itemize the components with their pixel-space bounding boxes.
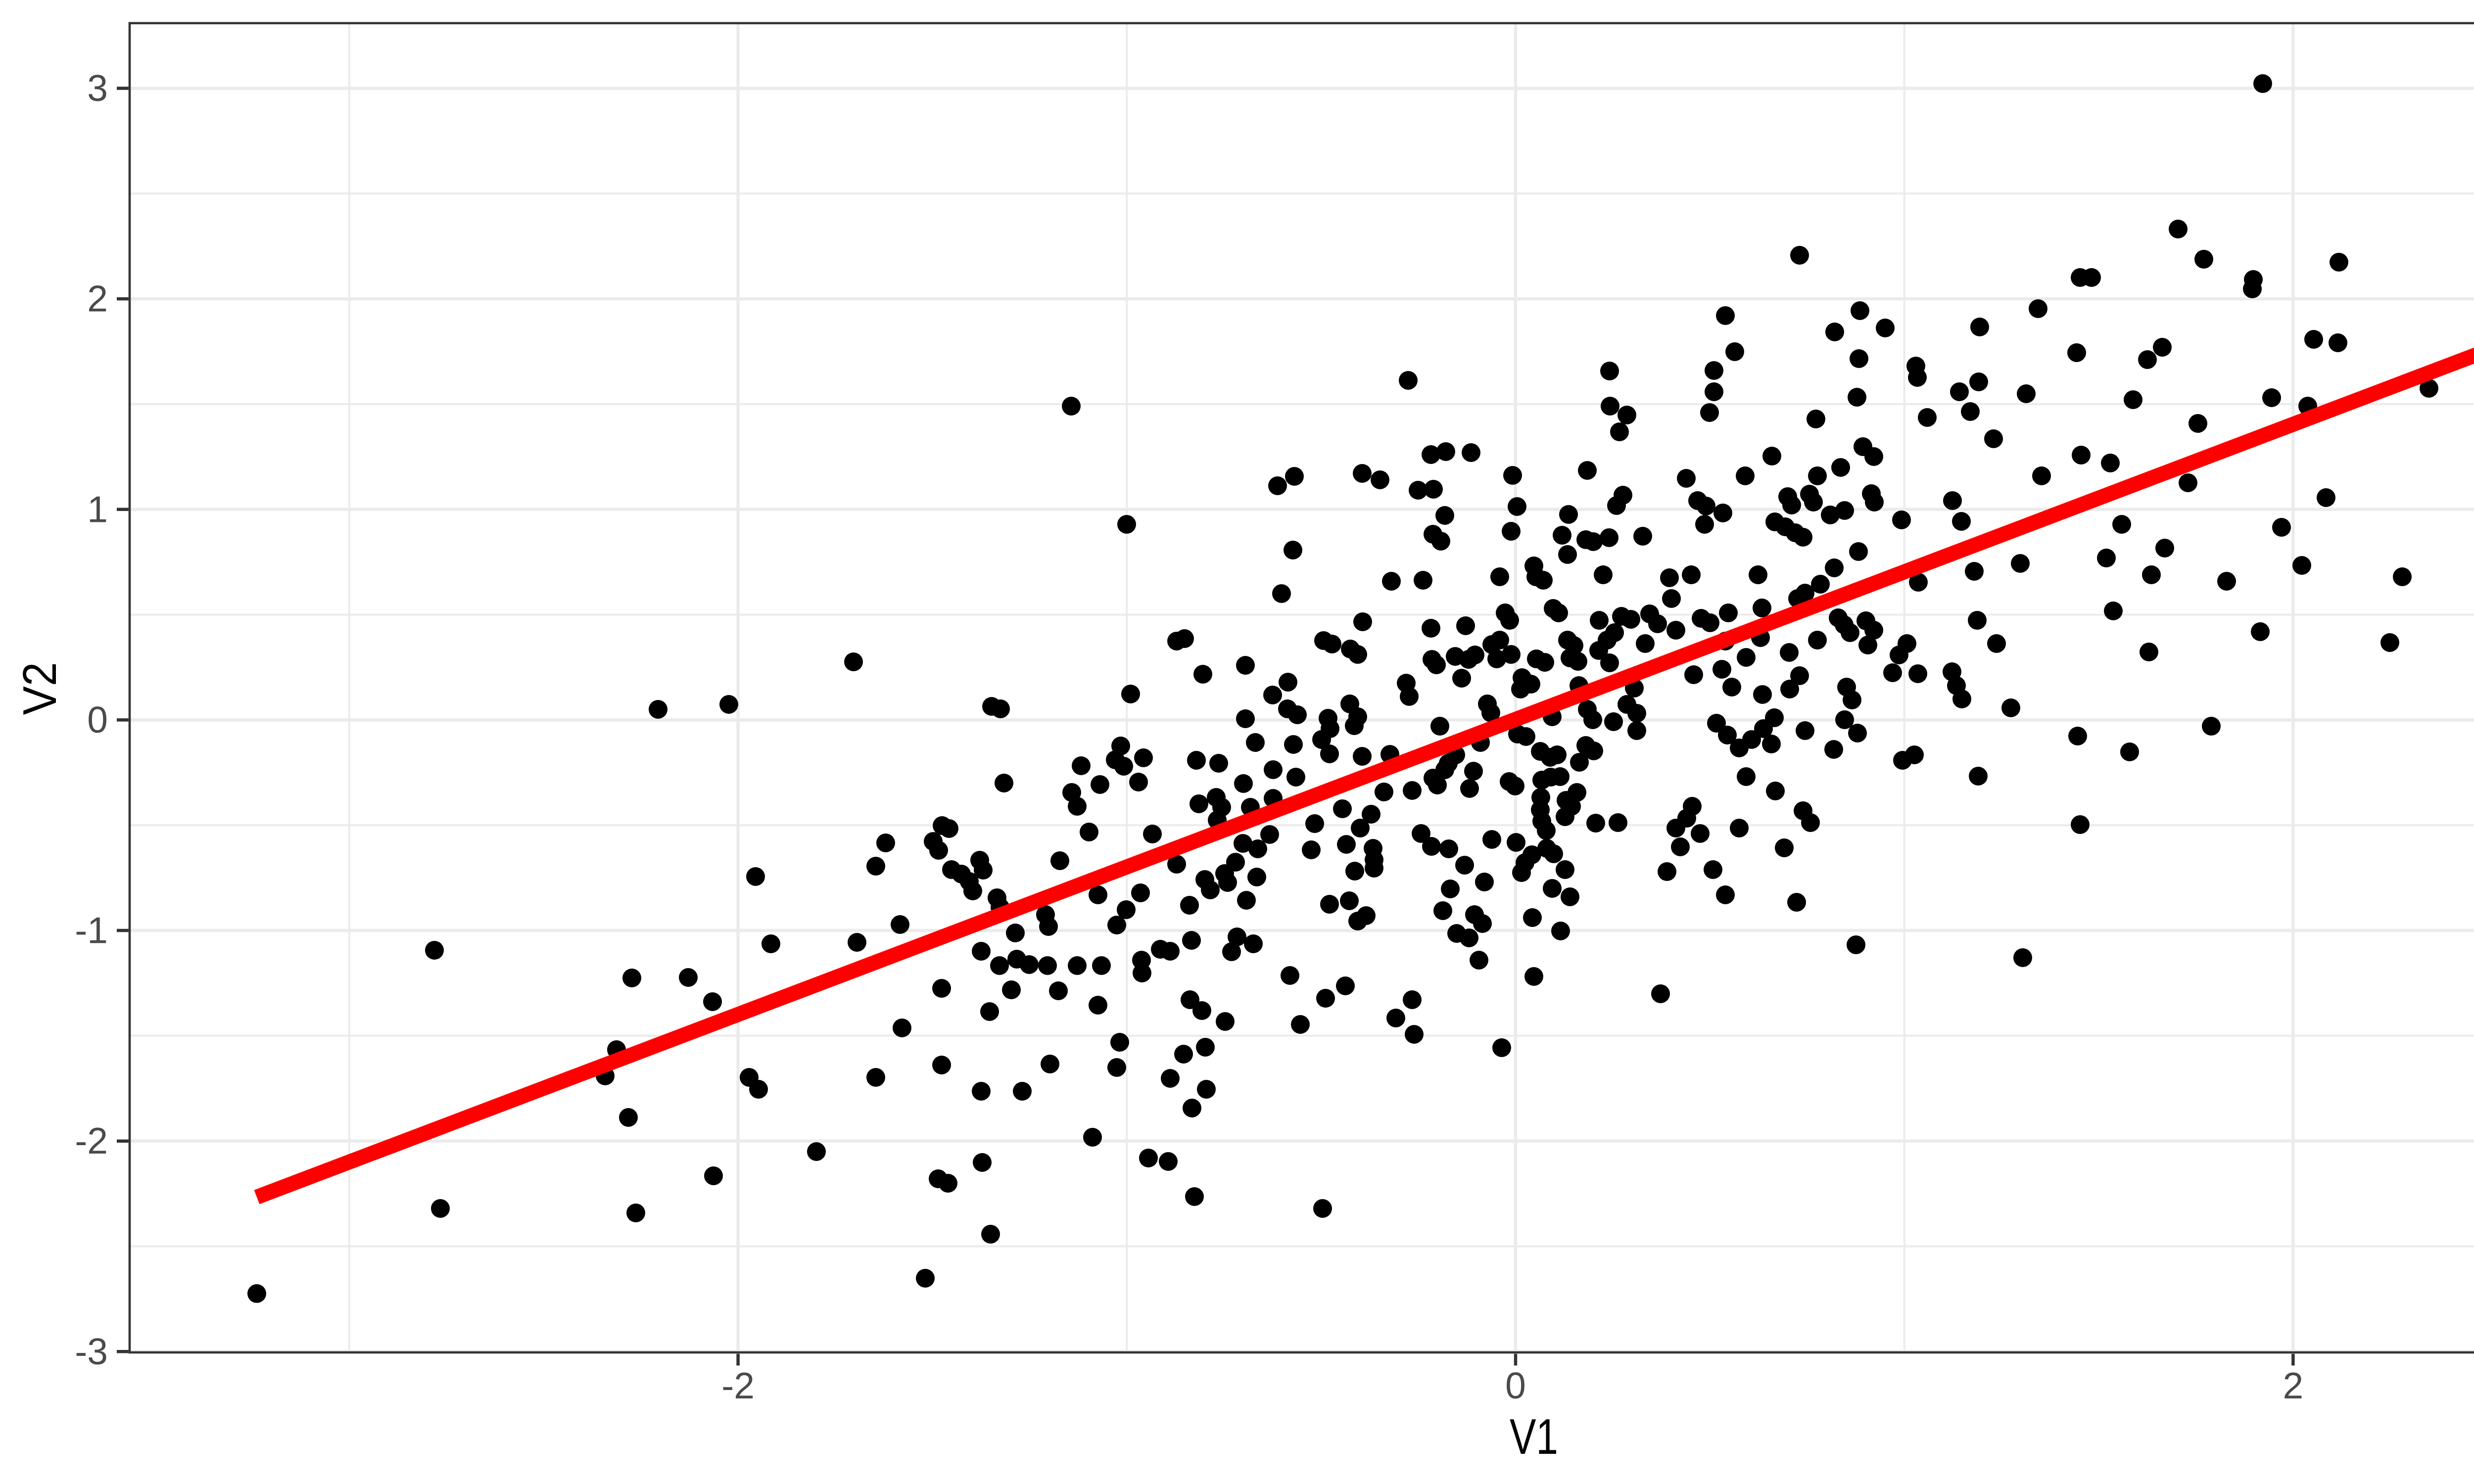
svg-text:0: 0 bbox=[1505, 1365, 1526, 1406]
svg-text:-2: -2 bbox=[721, 1365, 755, 1406]
svg-text:2: 2 bbox=[2283, 1365, 2304, 1406]
svg-text:-1: -1 bbox=[75, 910, 108, 951]
svg-text:3: 3 bbox=[87, 67, 108, 109]
svg-text:V1: V1 bbox=[1510, 1409, 1558, 1465]
svg-text:-3: -3 bbox=[75, 1331, 108, 1372]
svg-text:V2: V2 bbox=[13, 662, 66, 715]
svg-text:-2: -2 bbox=[75, 1120, 108, 1161]
svg-text:2: 2 bbox=[87, 278, 108, 320]
svg-text:1: 1 bbox=[87, 488, 108, 530]
svg-text:0: 0 bbox=[87, 699, 108, 741]
